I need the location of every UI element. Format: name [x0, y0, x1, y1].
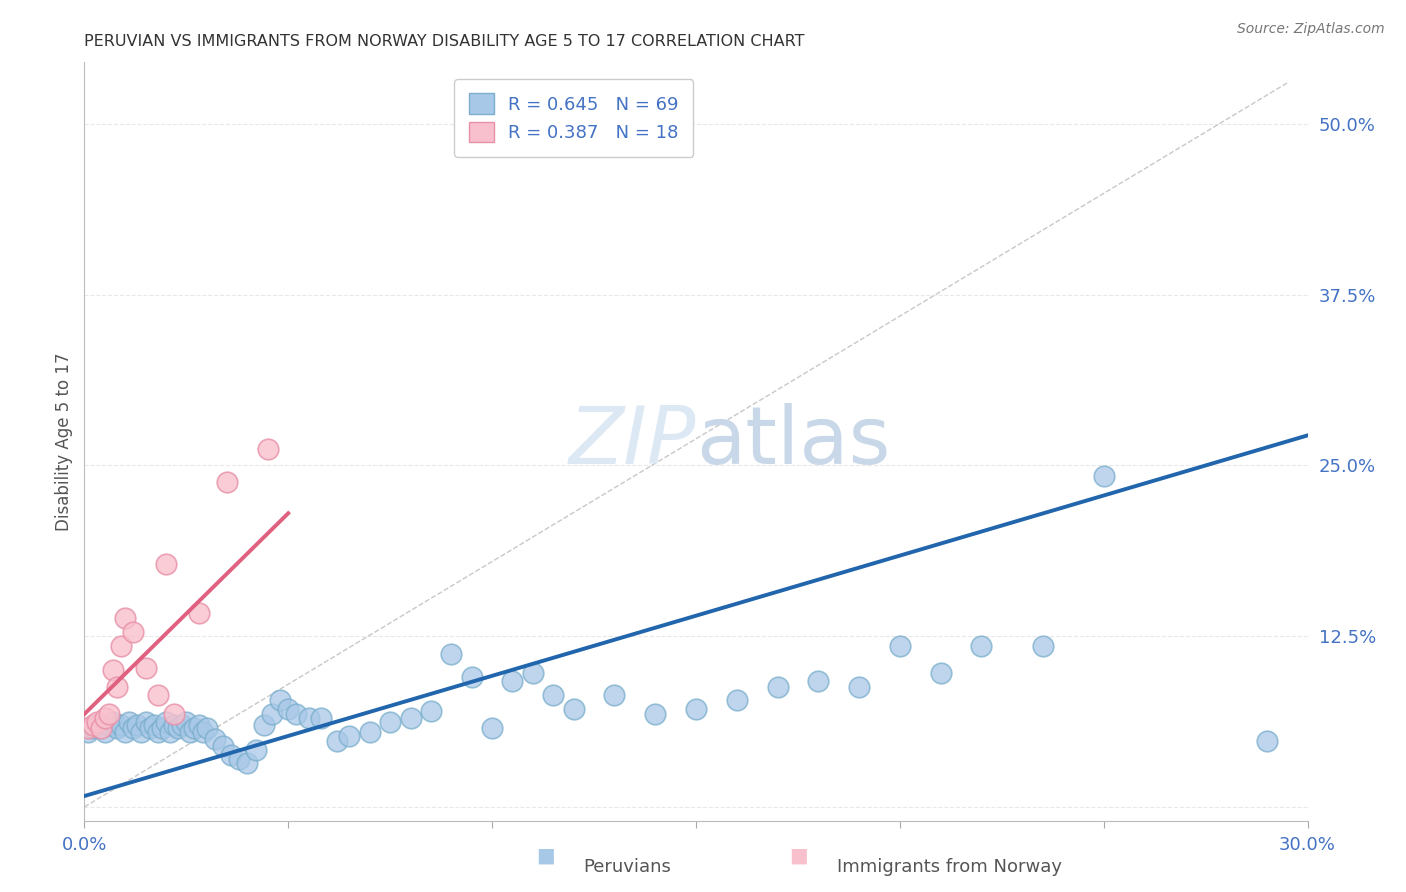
- Point: [167, 721, 190, 735]
- Text: PERUVIAN VS IMMIGRANTS FROM NORWAY DISABILITY AGE 5 TO 17 CORRELATION CHART: PERUVIAN VS IMMIGRANTS FROM NORWAY DISAB…: [84, 34, 804, 49]
- Point: [82, 721, 104, 735]
- Point: [122, 625, 145, 640]
- Point: [122, 721, 145, 735]
- Point: [131, 724, 153, 739]
- Point: [359, 724, 381, 739]
- Point: [155, 557, 177, 571]
- Point: [93, 724, 115, 739]
- Point: [1032, 639, 1054, 653]
- Point: [105, 721, 128, 735]
- Text: Peruvians: Peruvians: [583, 858, 672, 876]
- Point: [420, 704, 443, 718]
- Text: ▪: ▪: [536, 841, 555, 871]
- Point: [195, 721, 218, 735]
- Point: [187, 718, 209, 732]
- Point: [114, 724, 136, 739]
- Point: [277, 701, 299, 715]
- Point: [219, 747, 242, 762]
- Text: ▪: ▪: [789, 841, 808, 871]
- Point: [118, 715, 141, 730]
- Point: [135, 660, 157, 674]
- Point: [174, 715, 197, 730]
- Point: [1092, 469, 1115, 483]
- Point: [562, 701, 585, 715]
- Point: [309, 711, 332, 725]
- Point: [105, 680, 128, 694]
- Point: [146, 688, 169, 702]
- Point: [260, 707, 283, 722]
- Point: [440, 647, 463, 661]
- Point: [245, 742, 267, 756]
- Y-axis label: Disability Age 5 to 17: Disability Age 5 to 17: [55, 352, 73, 531]
- Point: [146, 724, 169, 739]
- Text: atlas: atlas: [696, 402, 890, 481]
- Point: [725, 693, 748, 707]
- Point: [97, 718, 120, 732]
- Legend: R = 0.645   N = 69, R = 0.387   N = 18: R = 0.645 N = 69, R = 0.387 N = 18: [454, 79, 693, 157]
- Point: [191, 724, 214, 739]
- Point: [127, 718, 149, 732]
- Point: [110, 639, 132, 653]
- Text: ZIP: ZIP: [568, 402, 696, 481]
- Point: [93, 711, 115, 725]
- Point: [298, 711, 321, 725]
- Point: [889, 639, 911, 653]
- Point: [461, 670, 484, 684]
- Point: [159, 724, 181, 739]
- Point: [150, 721, 173, 735]
- Point: [142, 718, 165, 732]
- Point: [1256, 734, 1278, 748]
- Point: [848, 680, 870, 694]
- Point: [399, 711, 422, 725]
- Point: [90, 721, 112, 735]
- Point: [481, 721, 503, 735]
- Point: [90, 721, 112, 735]
- Point: [187, 606, 209, 620]
- Point: [163, 707, 186, 722]
- Point: [114, 611, 136, 625]
- Point: [929, 666, 952, 681]
- Point: [970, 639, 993, 653]
- Point: [269, 693, 291, 707]
- Point: [183, 721, 205, 735]
- Point: [522, 666, 544, 681]
- Point: [204, 731, 226, 746]
- Point: [172, 718, 194, 732]
- Point: [163, 718, 186, 732]
- Point: [543, 688, 565, 702]
- Point: [685, 701, 707, 715]
- Point: [77, 724, 100, 739]
- Text: Immigrants from Norway: Immigrants from Norway: [837, 858, 1062, 876]
- Point: [217, 475, 239, 489]
- Point: [135, 715, 157, 730]
- Point: [502, 674, 524, 689]
- Point: [179, 724, 201, 739]
- Point: [228, 752, 250, 766]
- Point: [326, 734, 349, 748]
- Point: [380, 715, 402, 730]
- Point: [86, 718, 108, 732]
- Point: [253, 718, 276, 732]
- Point: [101, 715, 124, 730]
- Point: [77, 721, 100, 735]
- Point: [101, 664, 124, 678]
- Point: [138, 721, 160, 735]
- Point: [86, 715, 108, 730]
- Point: [807, 674, 830, 689]
- Point: [82, 718, 104, 732]
- Point: [644, 707, 666, 722]
- Point: [603, 688, 626, 702]
- Point: [110, 718, 132, 732]
- Point: [97, 707, 120, 722]
- Point: [236, 756, 259, 771]
- Point: [339, 729, 361, 743]
- Text: Source: ZipAtlas.com: Source: ZipAtlas.com: [1237, 22, 1385, 37]
- Point: [257, 442, 280, 456]
- Point: [155, 715, 177, 730]
- Point: [285, 707, 308, 722]
- Point: [766, 680, 789, 694]
- Point: [212, 739, 235, 753]
